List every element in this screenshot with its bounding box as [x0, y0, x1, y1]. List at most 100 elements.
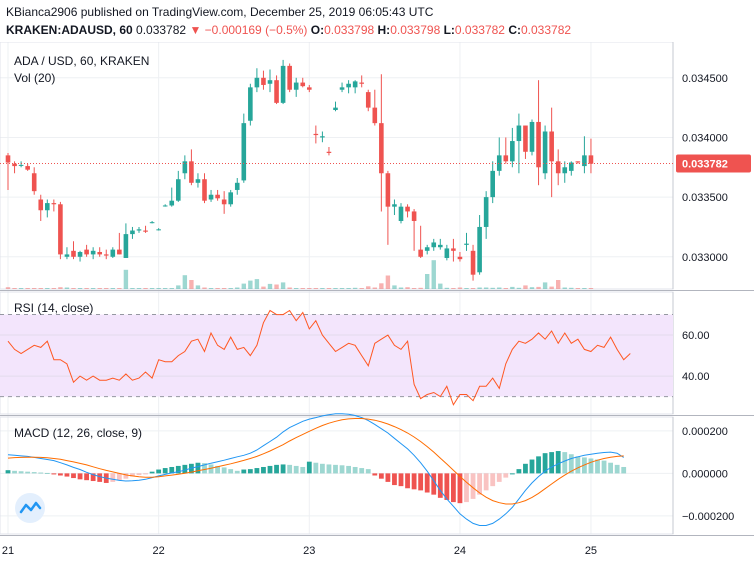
- volume-bar: [326, 288, 332, 289]
- candle-body: [38, 199, 44, 211]
- change-down-arrow-icon: ▼: [189, 23, 202, 37]
- macd-histogram-bar: [169, 466, 175, 474]
- rsi-band: [0, 314, 673, 397]
- macd-histogram-bar: [280, 464, 286, 474]
- volume-bar: [470, 288, 476, 289]
- candle-body: [438, 244, 443, 248]
- candle-body: [110, 249, 116, 257]
- macd-histogram-bar: [411, 473, 417, 490]
- macd-histogram-bar: [562, 452, 568, 474]
- volume-bar: [25, 288, 30, 289]
- volume-bar: [490, 287, 495, 289]
- candle-body: [398, 206, 404, 221]
- macd-histogram-bar: [162, 468, 168, 474]
- volume-bar: [333, 288, 338, 289]
- macd-histogram-bar: [5, 470, 11, 474]
- volume-bar: [215, 288, 220, 289]
- high-value: 0.033798: [390, 23, 441, 37]
- candle-body: [58, 204, 63, 255]
- candle-body: [562, 167, 568, 174]
- volume-bar: [431, 260, 436, 289]
- macd-histogram-bar: [614, 464, 620, 474]
- candle-body: [451, 248, 456, 251]
- macd-histogram-bar: [274, 464, 279, 474]
- volume-bar: [71, 288, 76, 289]
- volume-bar: [307, 288, 312, 289]
- macd-histogram-bar: [143, 473, 148, 475]
- x-tick-label: 21: [2, 545, 14, 557]
- volume-bar: [110, 288, 115, 289]
- volume-bar: [38, 288, 43, 289]
- open-label: O:: [310, 23, 325, 37]
- volume-bar: [77, 288, 83, 289]
- candle-body: [510, 141, 515, 162]
- macd-histogram-bar: [523, 463, 528, 474]
- volume-bar: [451, 288, 456, 289]
- candle-body: [352, 81, 358, 88]
- rsi-tick-label: 40.00: [682, 371, 710, 383]
- macd-line: [7, 413, 624, 526]
- volume-bar: [438, 283, 443, 289]
- tradingview-logo-icon[interactable]: [15, 493, 45, 523]
- macd-histogram-bar: [123, 473, 129, 479]
- candle-body: [582, 155, 587, 167]
- candle-body: [516, 125, 522, 142]
- volume-bar: [58, 287, 63, 289]
- volume-bar: [130, 288, 135, 289]
- candle-body: [385, 173, 391, 207]
- volume-bar: [300, 288, 305, 289]
- grid-lines: [0, 42, 673, 534]
- macd-histogram-bar: [490, 473, 496, 487]
- candle-body: [490, 170, 495, 198]
- macd-histogram-bar: [31, 472, 37, 474]
- macd-histogram-bar: [509, 473, 515, 475]
- volume-bar: [575, 288, 581, 289]
- candle-body: [117, 249, 122, 255]
- macd-histogram-bar: [326, 464, 332, 474]
- volume-bar: [169, 288, 174, 289]
- macd-tick-label: 0.000200: [682, 426, 728, 438]
- candle-body: [333, 107, 338, 111]
- candle-body: [457, 256, 463, 260]
- macd-histogram-bar: [339, 465, 345, 474]
- volume-bar: [503, 288, 508, 289]
- volume-bar: [405, 287, 410, 289]
- macd-histogram-bar: [182, 464, 188, 474]
- volume-bar: [536, 286, 541, 289]
- macd-histogram-bar: [536, 456, 541, 474]
- candle-body: [254, 77, 260, 88]
- macd-histogram-bar: [149, 471, 155, 474]
- volume-bar: [366, 286, 371, 289]
- open-value: 0.033798: [324, 23, 375, 37]
- volume-bar: [267, 283, 273, 289]
- candle-body: [12, 163, 17, 167]
- volume-bar: [379, 283, 384, 289]
- macd-histogram-bar: [503, 473, 509, 478]
- chart-svg[interactable]: 21 22 23 24 25 0.034500 0.034000 0.033500 0.0330…: [0, 42, 754, 572]
- axes: 21 22 23 24 25 0.034500 0.034000 0.033500 0.0330…: [2, 73, 751, 557]
- last-price: 0.033782: [136, 23, 187, 37]
- candle-body: [274, 80, 279, 103]
- volume-bar: [313, 288, 319, 289]
- candle-body: [64, 254, 70, 257]
- volume-bar: [104, 288, 109, 289]
- candle-body: [182, 161, 188, 174]
- candle-body: [51, 203, 57, 205]
- macd-histogram-bar: [234, 470, 240, 474]
- candle-body: [103, 254, 109, 256]
- macd-histogram-bar: [555, 451, 561, 474]
- volume-bar: [195, 285, 201, 289]
- macd-histogram-bar: [313, 462, 319, 474]
- candle-body: [529, 121, 535, 152]
- candle-body: [202, 179, 207, 201]
- macd-tick-label: −0.000200: [682, 511, 734, 523]
- volume-bar: [274, 284, 279, 289]
- macd-histogram-bar: [208, 464, 214, 474]
- volume-bar: [32, 288, 37, 289]
- low-label: L:: [443, 23, 455, 37]
- macd-histogram-bar: [195, 462, 201, 474]
- candle-body: [379, 123, 384, 174]
- macd-histogram-bar: [64, 473, 70, 477]
- volume-bar: [12, 288, 17, 289]
- volume-bar: [359, 288, 364, 289]
